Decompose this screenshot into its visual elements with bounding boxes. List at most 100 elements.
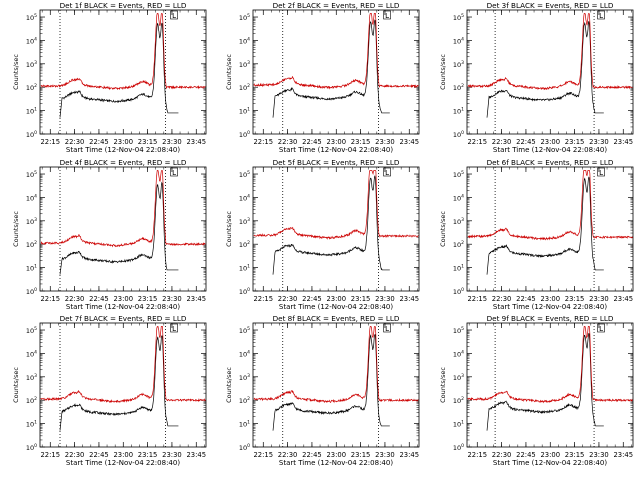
y-tick-label: 105 xyxy=(239,13,250,22)
y-tick-label: 102 xyxy=(239,83,250,92)
flag-label: L xyxy=(172,12,176,20)
plot-frame xyxy=(39,322,207,448)
y-axis-label: Counts/sec xyxy=(439,211,447,247)
x-tick-label: 23:30 xyxy=(589,451,609,459)
y-tick-label: 105 xyxy=(453,170,464,179)
y-tick-label: 103 xyxy=(239,373,250,382)
x-tick-label: 23:15 xyxy=(351,295,371,303)
panel-title: Det 8f BLACK = Events, RED = LLD xyxy=(273,314,400,323)
y-tick-label: 101 xyxy=(239,264,250,273)
y-tick-label: 100 xyxy=(453,443,464,452)
y-tick-label: 101 xyxy=(239,107,250,116)
x-tick-label: 22:15 xyxy=(253,138,273,146)
x-tick-label: 23:45 xyxy=(186,138,206,146)
x-tick-label: 22:45 xyxy=(89,138,109,146)
y-tick-label: 101 xyxy=(453,107,464,116)
x-tick-label: 23:15 xyxy=(565,451,585,459)
x-axis-label: Start Time (12-Nov-04 22:08:40) xyxy=(493,303,607,311)
lld-curve-red xyxy=(467,170,633,241)
y-tick-label: 102 xyxy=(26,396,37,405)
y-tick-label: 101 xyxy=(453,420,464,429)
flag-label: L xyxy=(172,325,176,333)
y-tick-label: 103 xyxy=(453,217,464,226)
x-tick-label: 23:00 xyxy=(326,451,346,459)
y-tick-label: 102 xyxy=(453,83,464,92)
x-tick-label: 22:15 xyxy=(40,451,60,459)
y-tick-label: 102 xyxy=(453,396,464,405)
x-tick-label: 22:15 xyxy=(40,295,60,303)
y-tick-label: 100 xyxy=(453,287,464,296)
x-tick-label: 23:15 xyxy=(138,295,158,303)
x-axis-label: Start Time (12-Nov-04 22:08:40) xyxy=(279,303,393,311)
x-tick-label: 22:15 xyxy=(467,138,487,146)
y-tick-label: 105 xyxy=(26,326,37,335)
x-tick-label: 22:15 xyxy=(40,138,60,146)
x-tick-label: 22:15 xyxy=(467,295,487,303)
x-tick-label: 22:45 xyxy=(516,138,536,146)
x-tick-label: 23:00 xyxy=(113,138,133,146)
y-tick-label: 101 xyxy=(239,420,250,429)
panel-det-8: Det 8f BLACK = Events, RED = LLD L 100 101 1… xyxy=(225,314,420,467)
flag-box xyxy=(597,167,605,177)
x-tick-label: 22:30 xyxy=(278,451,298,459)
flag-box xyxy=(170,323,178,333)
x-tick-label: 22:45 xyxy=(302,451,322,459)
events-curve-black xyxy=(486,176,604,275)
x-tick-label: 23:15 xyxy=(351,138,371,146)
x-tick-label: 22:15 xyxy=(253,295,273,303)
y-tick-label: 104 xyxy=(239,193,250,202)
panel-title: Det 2f BLACK = Events, RED = LLD xyxy=(273,1,400,10)
x-tick-label: 23:30 xyxy=(375,451,395,459)
x-tick-label: 22:30 xyxy=(492,451,512,459)
y-tick-label: 103 xyxy=(26,373,37,382)
x-tick-label: 23:00 xyxy=(326,295,346,303)
x-tick-label: 23:30 xyxy=(375,295,395,303)
panel-title: Det 3f BLACK = Events, RED = LLD xyxy=(487,1,614,10)
x-tick-label: 22:45 xyxy=(516,451,536,459)
x-tick-label: 22:15 xyxy=(253,451,273,459)
y-axis-label: Counts/sec xyxy=(12,367,20,403)
y-tick-label: 102 xyxy=(26,240,37,249)
x-axis-label: Start Time (12-Nov-04 22:08:40) xyxy=(493,146,607,154)
lld-curve-red xyxy=(467,13,633,91)
panel-det-2: Det 2f BLACK = Events, RED = LLD L 100 101 1… xyxy=(225,1,420,154)
x-axis-label: Start Time (12-Nov-04 22:08:40) xyxy=(66,146,180,154)
x-tick-label: 22:45 xyxy=(302,295,322,303)
y-tick-label: 103 xyxy=(26,60,37,69)
flag-box xyxy=(597,323,605,333)
y-tick-label: 100 xyxy=(26,443,37,452)
flag-box xyxy=(383,10,391,20)
flag-box xyxy=(383,323,391,333)
x-tick-label: 22:30 xyxy=(65,451,85,459)
lld-curve-red xyxy=(253,326,419,404)
y-tick-label: 104 xyxy=(26,193,37,202)
panel-title: Det 7f BLACK = Events, RED = LLD xyxy=(60,314,187,323)
x-tick-label: 22:30 xyxy=(65,295,85,303)
lld-curve-red xyxy=(40,13,206,91)
flag-label: L xyxy=(385,12,389,20)
lld-curve-red xyxy=(40,170,206,248)
y-tick-label: 100 xyxy=(26,287,37,296)
x-axis-label: Start Time (12-Nov-04 22:08:40) xyxy=(279,459,393,467)
panel-det-6: Det 6f BLACK = Events, RED = LLD L 100 101 1… xyxy=(439,158,634,311)
y-tick-label: 105 xyxy=(453,326,464,335)
x-tick-label: 23:45 xyxy=(399,451,419,459)
x-tick-label: 23:15 xyxy=(138,451,158,459)
flag-box xyxy=(170,167,178,177)
x-axis-label: Start Time (12-Nov-04 22:08:40) xyxy=(66,303,180,311)
flag-label: L xyxy=(599,169,603,177)
panel-title: Det 1f BLACK = Events, RED = LLD xyxy=(60,1,187,10)
y-axis-label: Counts/sec xyxy=(225,54,233,90)
y-tick-label: 100 xyxy=(453,130,464,139)
x-tick-label: 23:00 xyxy=(326,138,346,146)
panel-det-1: Det 1f BLACK = Events, RED = LLD L 100 101 1… xyxy=(12,1,207,154)
y-axis-label: Counts/sec xyxy=(225,367,233,403)
x-tick-label: 22:45 xyxy=(89,451,109,459)
events-curve-black xyxy=(59,335,179,431)
plot-frame xyxy=(39,166,207,292)
plot-frame xyxy=(466,9,634,135)
y-tick-label: 105 xyxy=(239,326,250,335)
y-axis-label: Counts/sec xyxy=(12,211,20,247)
y-tick-label: 103 xyxy=(453,373,464,382)
y-tick-label: 101 xyxy=(26,107,37,116)
